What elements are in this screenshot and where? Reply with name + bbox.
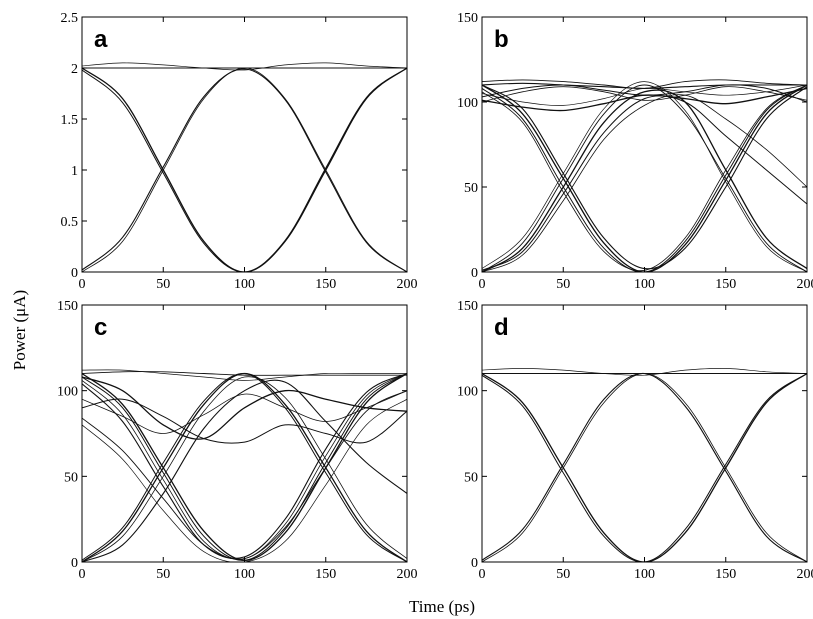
panels-group: 0 50 100 150 200 0 0.5 1 1.5 2 2.5 a 0 50 100 150 200 0 50…	[57, 11, 813, 582]
series-group	[482, 79, 807, 272]
y-tick-label: 100	[457, 385, 478, 400]
y-tick-label: 0	[71, 266, 78, 281]
series-line-b-7	[482, 89, 807, 272]
x-tick-label: 200	[397, 277, 418, 292]
plot-frame	[481, 304, 808, 563]
series-line-d-1	[482, 372, 807, 562]
panel-b: 0 50 100 150 200 0 50 100 150 b	[457, 11, 813, 292]
x-tick-label: 100	[234, 277, 255, 292]
series-line-c-6	[82, 398, 407, 562]
x-tick-label: 150	[315, 277, 336, 292]
series-line-c-10	[82, 379, 407, 562]
series-line-c-4	[82, 372, 407, 559]
series-line-c-8	[82, 372, 407, 562]
x-tick-label: 100	[634, 277, 655, 292]
x-tick-label: 150	[715, 567, 736, 582]
y-tick-label: 1	[71, 164, 78, 179]
series-line-a-3	[82, 67, 407, 272]
x-tick-label: 150	[315, 567, 336, 582]
series-group	[82, 62, 407, 272]
x-tick-label: 0	[79, 567, 86, 582]
series-line-a-1	[82, 67, 407, 272]
x-tick-label: 150	[715, 277, 736, 292]
y-tick-label: 0	[471, 266, 478, 281]
x-tick-label: 200	[397, 567, 418, 582]
x-tick-label: 50	[556, 567, 570, 582]
x-axis-title: Time (ps)	[409, 597, 475, 616]
series-line-c-13	[82, 376, 407, 440]
x-tick-label: 100	[234, 567, 255, 582]
x-tick-label: 0	[79, 277, 86, 292]
series-line-b-15	[482, 86, 807, 103]
panel-label: b	[494, 26, 509, 53]
y-tick-label: 100	[457, 96, 478, 111]
series-line-d-6	[482, 367, 807, 376]
y-tick-label: 2	[71, 62, 78, 77]
panel-label: a	[94, 26, 108, 53]
x-tick-label: 200	[797, 567, 813, 582]
series-line-b-8	[482, 95, 807, 271]
x-tick-label: 100	[634, 567, 655, 582]
y-tick-label: 0.5	[61, 215, 79, 230]
series-line-b-14	[482, 84, 807, 103]
series-line-a-2	[82, 67, 407, 272]
series-line-b-2	[482, 84, 807, 272]
series-line-d-2	[482, 373, 807, 562]
panel-label: c	[94, 314, 107, 341]
x-tick-label: 200	[797, 277, 813, 292]
series-line-c-12	[82, 369, 407, 381]
series-group	[482, 367, 807, 562]
y-tick-label: 0	[71, 556, 78, 571]
x-tick-label: 50	[156, 277, 170, 292]
y-tick-label: 100	[57, 385, 78, 400]
y-tick-label: 150	[57, 299, 78, 314]
y-tick-label: 50	[464, 181, 478, 196]
plot-frame	[81, 16, 408, 273]
series-line-b-1	[482, 84, 807, 272]
series-group	[82, 369, 407, 562]
series-line-a-4	[82, 68, 407, 272]
series-line-c-15	[82, 390, 407, 434]
panel-d: 0 50 100 150 200 0 50 100 150 d	[457, 299, 813, 582]
x-tick-label: 50	[156, 567, 170, 582]
series-line-b-4	[482, 84, 807, 270]
series-line-a-6	[82, 62, 407, 71]
plot-frame	[481, 16, 808, 273]
y-tick-label: 150	[457, 299, 478, 314]
y-axis-title: Power (μA)	[10, 290, 29, 370]
series-line-c-14	[82, 398, 407, 444]
series-line-b-9	[482, 94, 807, 272]
y-tick-label: 50	[64, 470, 78, 485]
y-tick-label: 150	[457, 11, 478, 26]
x-tick-label: 0	[479, 277, 486, 292]
series-line-b-12	[482, 84, 807, 106]
panel-c: 0 50 100 150 200 0 50 100 150 c	[57, 299, 418, 582]
series-line-b-6	[482, 81, 807, 272]
series-line-c-9	[82, 376, 407, 562]
series-line-c-11	[82, 371, 407, 376]
y-tick-label: 0	[471, 556, 478, 571]
x-tick-label: 50	[556, 277, 570, 292]
y-tick-label: 2.5	[61, 11, 79, 26]
x-tick-label: 0	[479, 567, 486, 582]
y-tick-label: 1.5	[61, 113, 79, 128]
y-tick-label: 50	[464, 470, 478, 485]
panel-label: d	[494, 314, 509, 341]
series-line-b-5	[482, 84, 807, 272]
panel-a: 0 50 100 150 200 0 0.5 1 1.5 2 2.5 a	[61, 11, 418, 292]
series-line-d-3	[482, 373, 807, 562]
series-line-d-4	[482, 372, 807, 562]
